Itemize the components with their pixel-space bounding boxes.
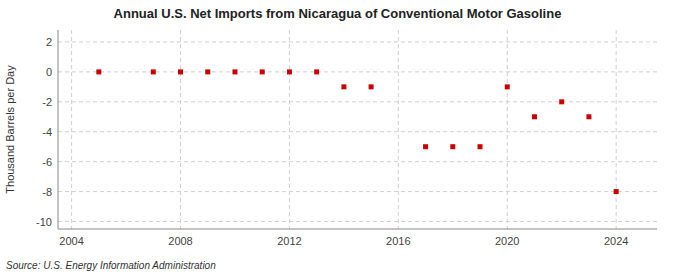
point [178,69,183,74]
axes: -10 -8 -6 -4 -2 0 2 2004 2008 2012 2016 2020 2024 [36,30,657,247]
y-tick-label: -4 [42,126,52,138]
points [96,69,618,194]
point [450,144,455,149]
y-grid-line [58,131,657,132]
point [232,69,237,74]
point [423,144,428,149]
y-tick-label: -6 [42,156,52,168]
y-grid-line [58,101,657,102]
y-grid-line [58,71,657,72]
y-grid-line [58,41,657,42]
x-tick-label: 2012 [277,235,301,247]
grid [58,30,657,229]
point [559,99,564,104]
chart-svg: Annual U.S. Net Imports from Nicaragua o… [0,0,675,275]
point [287,69,292,74]
x-grid-line [507,30,508,229]
point [341,84,346,89]
point [96,69,101,74]
x-tick-label: 2004 [59,235,83,247]
x-grid-line [180,30,181,229]
y-grid-line [58,221,657,222]
x-tick-label: 2008 [168,235,192,247]
x-grid-line [398,30,399,229]
x-grid-line [289,30,290,229]
x-grid-line [71,30,72,229]
point [614,189,619,194]
point [586,114,591,119]
y-tick-label: 2 [46,36,52,48]
point [478,144,483,149]
x-grid-line [616,30,617,229]
y-grid-line [58,191,657,192]
y-tick-label: -2 [42,96,52,108]
point [314,69,319,74]
background [0,0,675,275]
point [532,114,537,119]
y-axis-line [58,30,59,229]
source-note: Source: U.S. Energy Information Administ… [6,260,216,271]
x-tick-label: 2016 [386,235,410,247]
point [369,84,374,89]
y-grid-line [58,161,657,162]
x-tick-label: 2024 [604,235,628,247]
y-tick-label: 0 [46,66,52,78]
point [151,69,156,74]
y-tick-label: -8 [42,186,52,198]
point [205,69,210,74]
point [505,84,510,89]
x-tick-label: 2020 [495,235,519,247]
chart-container: Annual U.S. Net Imports from Nicaragua o… [0,0,675,275]
point [260,69,265,74]
y-tick-label: -10 [36,216,52,228]
title: Annual U.S. Net Imports from Nicaragua o… [114,6,562,21]
y-axis-label: Thousand Barrels per Day [4,65,16,194]
x-axis-line [58,229,657,230]
